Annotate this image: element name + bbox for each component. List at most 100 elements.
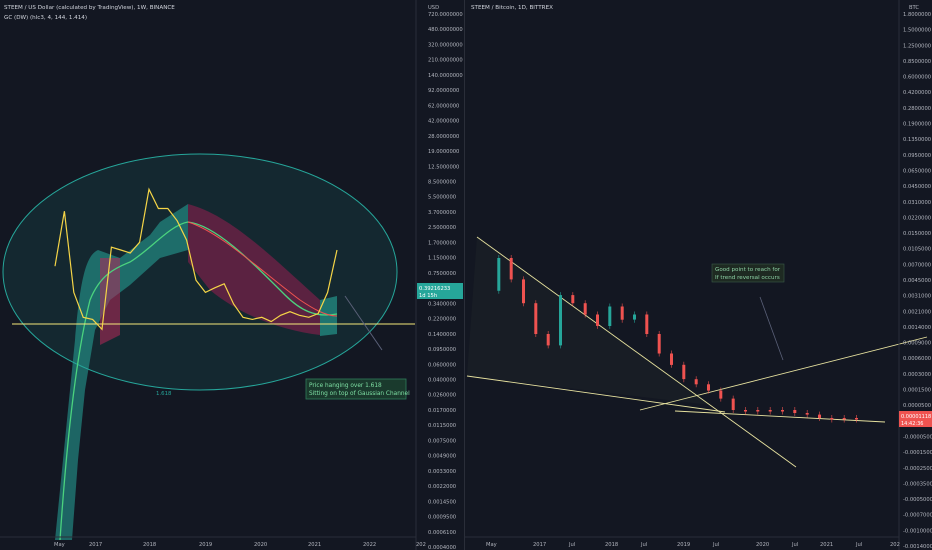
- price-tick-label: 0.0006000: [903, 356, 931, 362]
- price-tick-label: 8.5000000: [428, 180, 456, 186]
- triangle-shading: [467, 237, 710, 405]
- price-tick-label: 12.5000000: [428, 164, 459, 170]
- price-tick-label: -0.0000500: [903, 434, 932, 440]
- time-tick-label: Jul: [640, 542, 647, 548]
- time-tick-label: 2021: [308, 542, 321, 548]
- time-tick-label: 2021: [820, 542, 833, 548]
- price-tick-label: 5.5000000: [428, 195, 456, 201]
- time-tick-label: 2022: [363, 542, 376, 548]
- price-tick-label: 0.0014000: [903, 325, 931, 331]
- annotation-line-2: Sitting on top of Gaussian Channel: [309, 391, 410, 397]
- price-tick-label: 480.0000000: [428, 27, 463, 33]
- time-tick-label: Jul: [855, 542, 862, 548]
- price-tick-label: 0.0021000: [903, 309, 931, 315]
- annotation-line-1: Good point to reach for: [715, 267, 781, 273]
- time-tick-label: 2019: [199, 542, 212, 548]
- price-tick-label: 1.1500000: [428, 256, 456, 262]
- time-tick-label: Jul: [791, 542, 798, 548]
- time-tick-label: 2018: [143, 542, 156, 548]
- price-tick-label: 0.0950000: [428, 347, 456, 353]
- time-axis[interactable]: May 2017 Jul 2018 Jul 2019 Jul 2020 Jul 2021 Jul 20…: [486, 542, 900, 548]
- price-tick-label: 0.0400000: [428, 377, 456, 383]
- price-tick-label: 0.3400000: [428, 301, 456, 307]
- chart-title: STEEM / Bitcoin, 1D, BITTREX: [471, 5, 553, 11]
- price-tick-label: 0.6000000: [903, 75, 931, 81]
- price-tick-label: 62.0000000: [428, 103, 459, 109]
- fib-level-label: 1.618: [156, 391, 172, 397]
- lower-trendline: [466, 375, 726, 413]
- price-tick-label: 0.0003000: [903, 372, 931, 378]
- time-tick-label: 202: [890, 542, 900, 548]
- price-tick-label: 0.0014500: [428, 499, 456, 505]
- gaussian-channel-green: [55, 204, 188, 540]
- price-tick-label: -0.0005000: [903, 497, 932, 503]
- price-tick-label: 0.7500000: [428, 271, 456, 277]
- price-tick-label: 0.1900000: [903, 122, 931, 128]
- price-tick-label: 0.0031000: [903, 294, 931, 300]
- last-price-label: 0.39216233: [419, 286, 450, 292]
- price-axis[interactable]: 720.0000000 480.0000000 320.0000000 210.000…: [428, 12, 463, 550]
- price-tick-label: 0.0001500: [903, 388, 931, 394]
- price-tick-label: 140.0000000: [428, 73, 463, 79]
- price-tick-label: 0.0115000: [428, 423, 456, 429]
- ascending-trendline: [639, 336, 928, 411]
- descending-trendline: [476, 236, 797, 468]
- support-trendline: [674, 410, 886, 423]
- price-tick-label: 28.0000000: [428, 134, 459, 140]
- price-tick-label: 0.0950000: [903, 153, 931, 159]
- last-price-label: 0.00001118: [901, 414, 931, 420]
- indicator-legend[interactable]: GC (DW) (hlc3, 4, 144, 1.414): [4, 15, 87, 21]
- left-chart[interactable]: 720.0000000 480.0000000 320.0000000 210.000…: [0, 0, 464, 550]
- time-tick-label: Jul: [712, 542, 719, 548]
- price-series-line: [54, 187, 338, 331]
- price-tick-label: 0.0075000: [428, 438, 456, 444]
- last-price-countdown: 14:42:36: [901, 421, 923, 427]
- time-tick-label: 2020: [756, 542, 769, 548]
- price-tick-label: 0.4200000: [903, 90, 931, 96]
- time-tick-label: 202: [416, 542, 426, 548]
- price-tick-label: -0.0014000: [903, 544, 932, 550]
- price-tick-label: 0.0070000: [903, 262, 931, 268]
- price-tick-label: 1.2500000: [903, 43, 931, 49]
- price-tick-label: 42.0000000: [428, 119, 459, 125]
- last-price-badge: [417, 283, 463, 299]
- price-tick-label: 0.0650000: [903, 168, 931, 174]
- price-tick-label: 0.0049000: [428, 454, 456, 460]
- price-tick-label: -0.0010000: [903, 528, 932, 534]
- time-tick-label: 2020: [254, 542, 267, 548]
- price-tick-label: 0.0022000: [428, 484, 456, 490]
- price-tick-label: 0.0220000: [903, 215, 931, 221]
- annotation-arrow: [344, 295, 383, 351]
- currency-label: USD: [428, 5, 439, 11]
- gaussian-mid-line: [59, 221, 338, 541]
- price-tick-label: 0.0600000: [428, 362, 456, 368]
- last-price-countdown: 1d 15h: [419, 293, 437, 299]
- price-line-group: [54, 187, 338, 331]
- right-chart[interactable]: 1.8000000 1.5000000 1.2500000 0.8500000 0.60…: [465, 0, 932, 550]
- last-price-badge: [899, 411, 932, 427]
- annotation-line-2: If trend reversal occurs: [715, 275, 780, 281]
- annotation-box[interactable]: [711, 263, 785, 283]
- price-tick-label: 92.0000000: [428, 88, 459, 94]
- price-tick-label: 1.5000000: [903, 28, 931, 34]
- price-tick-label: 320.0000000: [428, 42, 463, 48]
- price-tick-label: 0.0260000: [428, 393, 456, 399]
- price-axis[interactable]: 1.8000000 1.5000000 1.2500000 0.8500000 0.60…: [903, 12, 932, 550]
- time-tick-label: 2017: [89, 542, 102, 548]
- price-tick-label: 0.8500000: [903, 59, 931, 65]
- price-tick-label: -0.0001500: [903, 450, 932, 456]
- left-chart-panel[interactable]: 720.0000000 480.0000000 320.0000000 210.000…: [0, 0, 464, 550]
- time-axis[interactable]: May 2017 2018 2019 2020 2021 2022 202: [54, 542, 426, 548]
- time-tick-label: 2019: [677, 542, 690, 548]
- annotation-box[interactable]: [305, 378, 407, 400]
- time-tick-label: 2018: [605, 542, 618, 548]
- price-tick-label: 0.0310000: [903, 200, 931, 206]
- time-tick-label: May: [486, 542, 497, 548]
- price-tick-label: 0.0033000: [428, 469, 456, 475]
- price-tick-label: 720.0000000: [428, 12, 463, 18]
- price-tick-label: 0.0150000: [903, 231, 931, 237]
- price-tick-label: 0.0009000: [903, 341, 931, 347]
- price-tick-label: -0.0002500: [903, 466, 932, 472]
- price-tick-label: 0.0450000: [903, 184, 931, 190]
- right-chart-panel[interactable]: 1.8000000 1.5000000 1.2500000 0.8500000 0.60…: [464, 0, 932, 550]
